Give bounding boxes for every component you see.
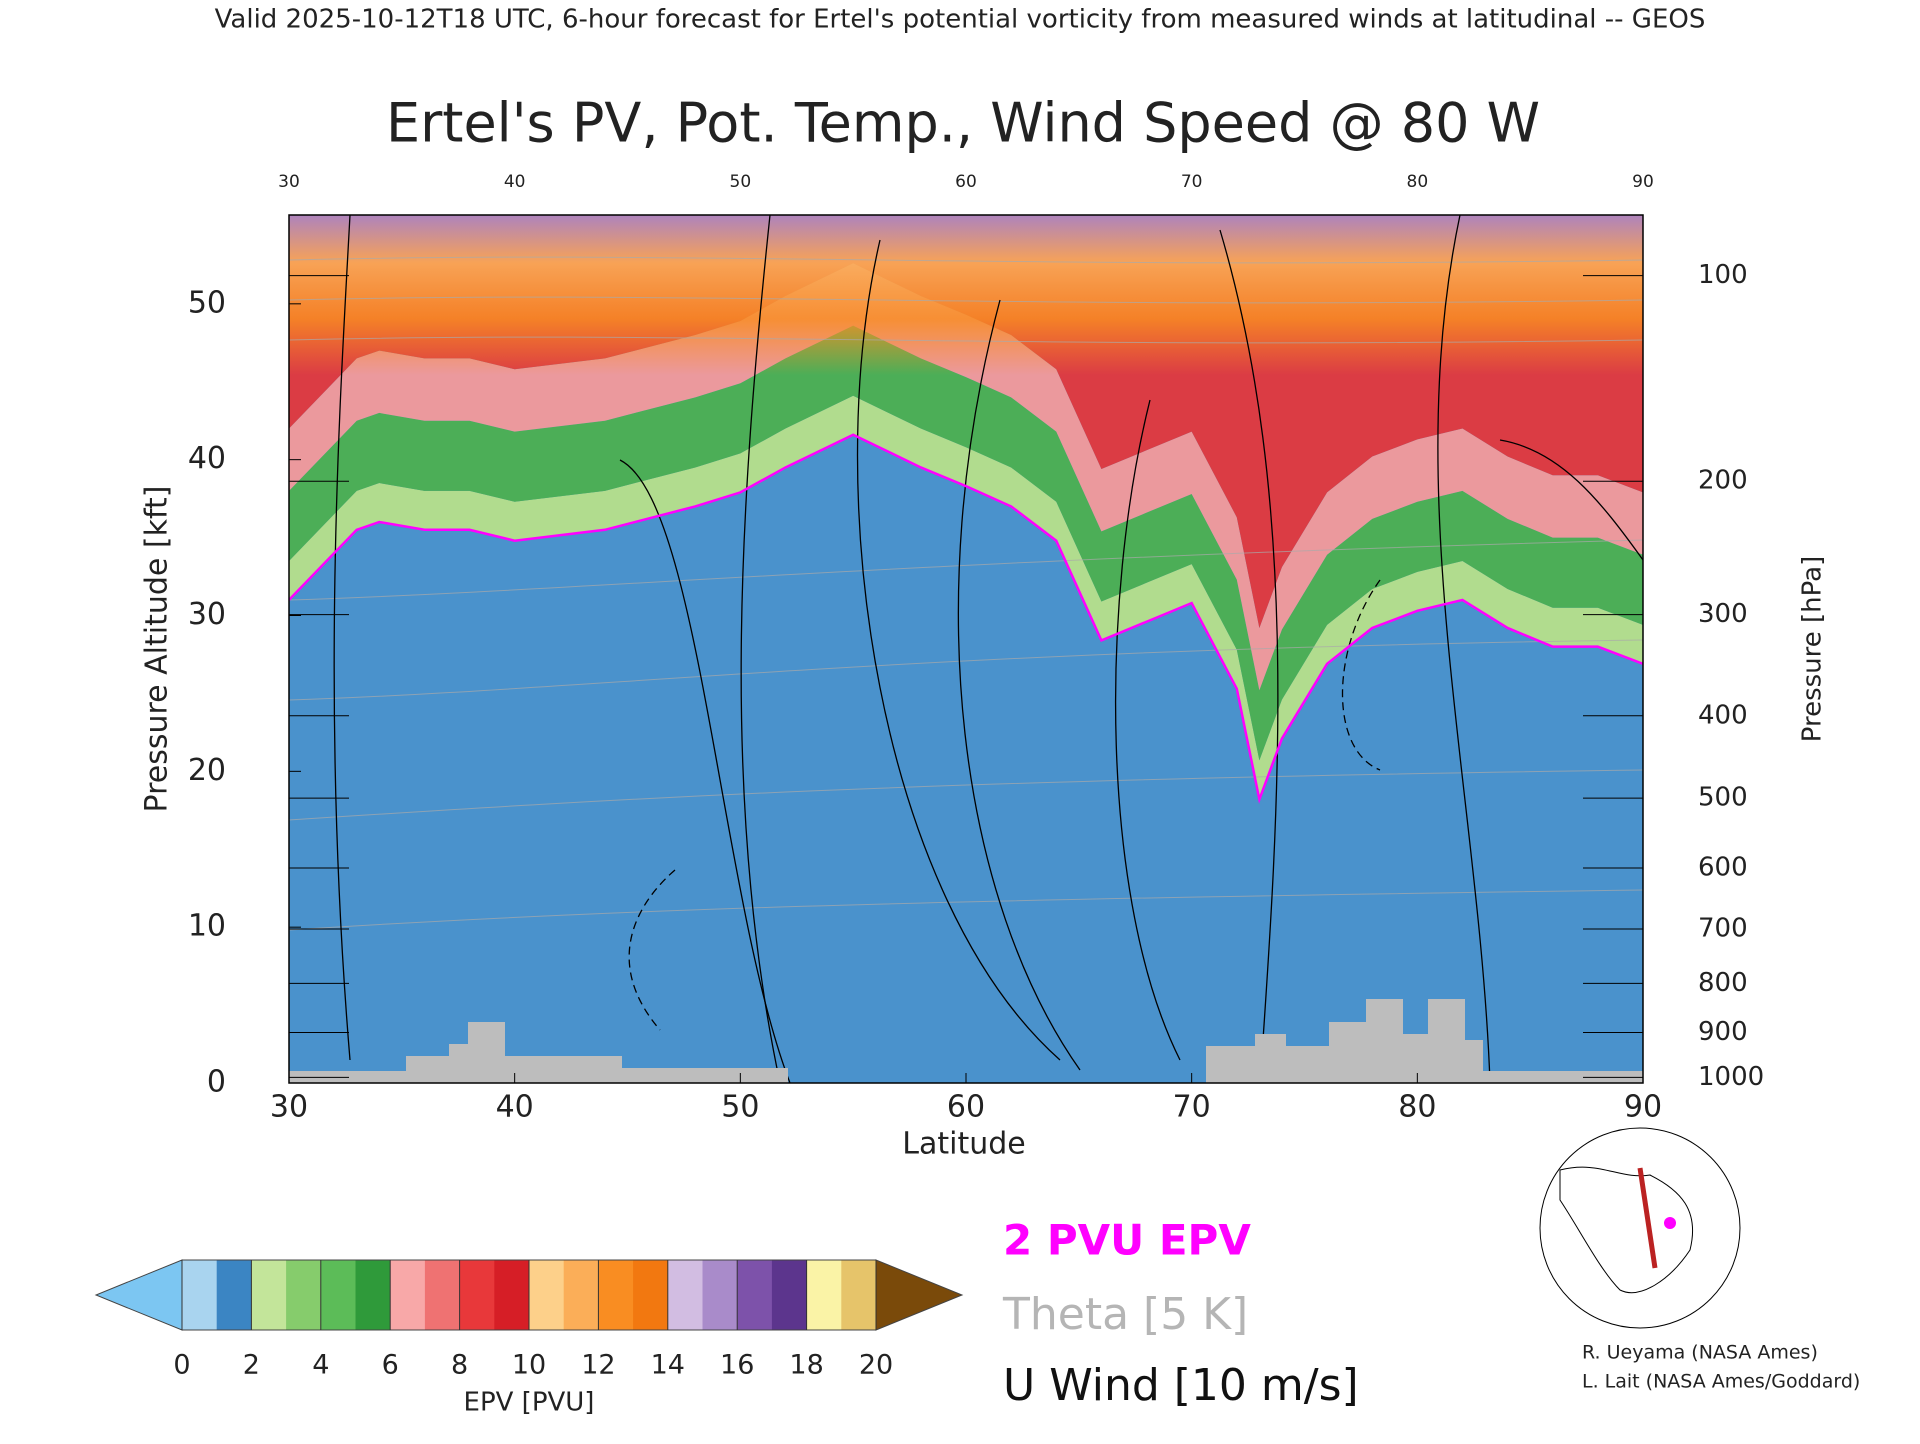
x-tick-label: 90 (1624, 1090, 1662, 1125)
y-tick-label: 40 (188, 441, 226, 476)
map-section-line (1637, 1167, 1658, 1269)
map-marker (1664, 1217, 1676, 1229)
x-tick-label: 60 (947, 1090, 985, 1125)
overlay (289, 215, 1643, 1083)
y2-tick-label: 400 (1698, 700, 1748, 730)
colorbar-tick-label: 4 (312, 1350, 329, 1381)
legend-wind: U Wind [10 m/s] (1003, 1360, 1359, 1411)
credit: L. Lait (NASA Ames/Goddard) (1582, 1371, 1860, 1393)
colorbar-under (94, 1259, 183, 1331)
x-top-tick-label: 90 (1632, 172, 1654, 192)
colorbar-segment (737, 1260, 773, 1330)
colorbar-segment (702, 1260, 738, 1330)
colorbar-tick-label: 20 (859, 1350, 893, 1381)
y2-axis-label: Pressure [hPa] (1798, 556, 1828, 743)
field (289, 215, 1643, 1083)
x-tick-label: 40 (496, 1090, 534, 1125)
x-top-tick-label: 60 (955, 172, 977, 192)
colorbar-segment (355, 1260, 391, 1330)
x-top-tick-label: 40 (504, 172, 526, 192)
colorbar-segment (494, 1260, 530, 1330)
colorbar-tick-label: 14 (651, 1350, 685, 1381)
map-globe (1539, 1127, 1741, 1329)
y2-tick-label: 600 (1698, 853, 1748, 883)
chart-title: Ertel's PV, Pot. Temp., Wind Speed @ 80 … (386, 92, 1540, 155)
y2-tick-label: 500 (1698, 783, 1748, 813)
colorbar-segment (633, 1260, 669, 1330)
colorbar-tick-label: 12 (581, 1350, 615, 1381)
colorbar-tick-label: 10 (512, 1350, 546, 1381)
stratosphere-shading (289, 215, 1643, 375)
colorbar-over (875, 1259, 964, 1331)
colorbar-tick-label: 18 (789, 1350, 823, 1381)
colorbar-segment (459, 1260, 495, 1330)
y-tick-label: 10 (188, 909, 226, 944)
y2-tick-label: 300 (1698, 599, 1748, 629)
colorbar-segment (182, 1260, 218, 1330)
legend-theta: Theta [5 K] (1002, 1289, 1248, 1340)
colorbar-tick-label: 0 (173, 1350, 190, 1381)
colorbar-segment (598, 1260, 634, 1330)
y2-tick-label: 1000 (1698, 1062, 1764, 1092)
colorbar-segment (529, 1260, 565, 1330)
y-tick-label: 30 (188, 597, 226, 632)
credit: R. Ueyama (NASA Ames) (1582, 1342, 1818, 1364)
x-top-tick-label: 70 (1181, 172, 1203, 192)
y2-tick-label: 800 (1698, 968, 1748, 998)
colorbar-segment (771, 1260, 808, 1330)
colorbar-tick-label: 2 (243, 1350, 260, 1381)
y2-tick-label: 700 (1698, 914, 1748, 944)
y-tick-label: 20 (188, 753, 226, 788)
colorbar-segment (251, 1260, 287, 1330)
map-inset (1539, 1127, 1741, 1329)
x-tick-label: 50 (721, 1090, 759, 1125)
colorbar-tick-label: 16 (720, 1350, 754, 1381)
colorbar-segment (806, 1260, 842, 1330)
x-tick-label: 80 (1398, 1090, 1436, 1125)
legend-epv: 2 PVU EPV (1003, 1216, 1251, 1265)
colorbar-tick-label: 8 (451, 1350, 468, 1381)
y2-tick-label: 200 (1698, 466, 1748, 496)
colorbar-segment (320, 1260, 356, 1330)
y2-tick-label: 900 (1698, 1017, 1748, 1047)
theta-contours (289, 256, 1643, 931)
x-top-tick-label: 80 (1407, 172, 1429, 192)
colorbar-label: EPV [PVU] (464, 1388, 595, 1418)
field-band (289, 395, 1643, 800)
pv-contour (289, 433, 1643, 804)
colorbar-segment (216, 1260, 252, 1330)
colorbar-segment (424, 1260, 461, 1330)
y2-tick-label: 100 (1698, 260, 1748, 290)
y-tick-label: 0 (207, 1065, 226, 1100)
x-top-tick-label: 30 (278, 172, 300, 192)
colorbar-segment (841, 1260, 877, 1330)
x-tick-label: 30 (270, 1090, 308, 1125)
map-coast (1559, 1166, 1694, 1294)
colorbar-segment (667, 1260, 703, 1330)
wind-contours (333, 215, 1643, 1083)
terrain (289, 999, 1643, 1083)
x-tick-label: 70 (1173, 1090, 1211, 1125)
x-axis-label: Latitude (902, 1127, 1025, 1162)
y-axis-label: Pressure Altitude [kft] (140, 486, 175, 813)
y-tick-label: 50 (188, 285, 226, 320)
x-top-tick-label: 50 (730, 172, 752, 192)
colorbar-segment (563, 1260, 599, 1330)
header: Valid 2025-10-12T18 UTC, 6-hour forecast… (215, 5, 1706, 35)
colorbar-segment (390, 1260, 426, 1330)
colorbar-tick-label: 6 (382, 1350, 399, 1381)
field-band (289, 325, 1643, 761)
colorbar-segment (286, 1260, 322, 1330)
